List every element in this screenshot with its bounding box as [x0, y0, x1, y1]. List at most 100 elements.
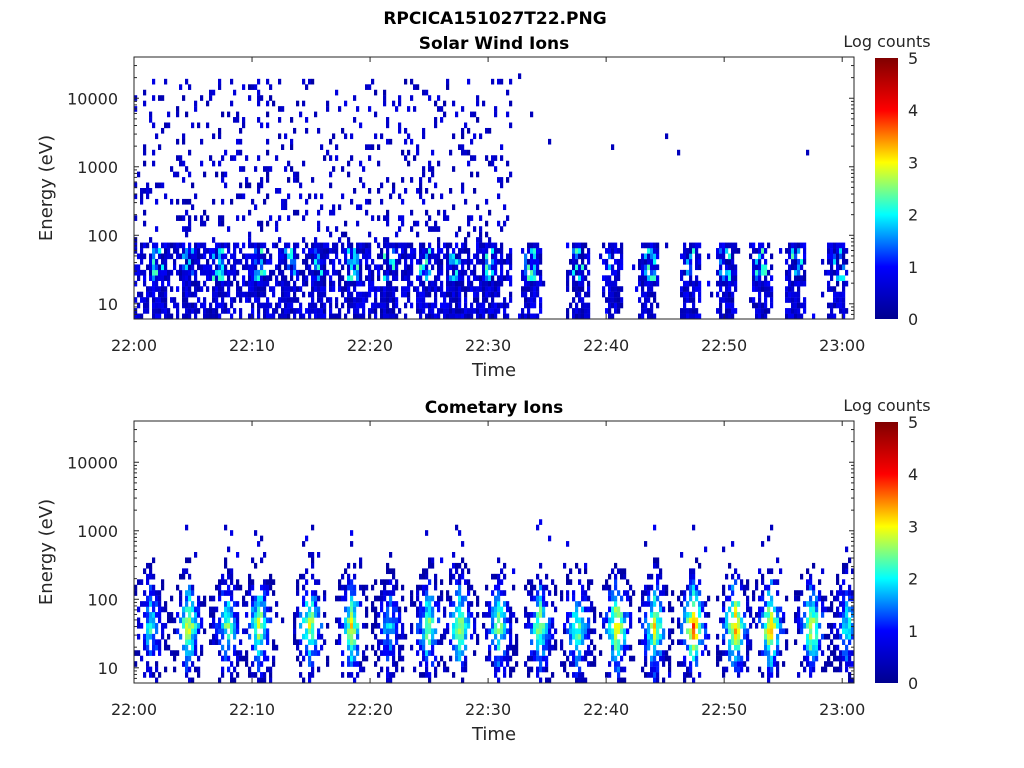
spectrogram-cell [353, 655, 357, 662]
spectrogram-cell [506, 111, 510, 118]
spectrogram-cell [734, 579, 738, 585]
spectrogram-cell [794, 248, 798, 254]
spectrogram-cell [767, 535, 771, 542]
spectrogram-cell [683, 661, 687, 667]
spectrogram-cell [254, 633, 258, 640]
spectrogram-cell [251, 617, 255, 624]
spectrogram-cell [686, 644, 690, 651]
spectrogram-cell [185, 639, 189, 645]
spectrogram-cell [416, 220, 420, 227]
spectrogram-cell [464, 302, 468, 309]
spectrogram-cell [605, 308, 609, 314]
spectrogram-cell [725, 622, 729, 629]
spectrogram-cell [575, 286, 579, 292]
spectrogram-cell [536, 590, 540, 596]
spectrogram-cell [788, 280, 792, 287]
spectrogram-cell [149, 269, 153, 276]
spectrogram-cell [317, 269, 321, 276]
spectrogram-cell [689, 248, 693, 254]
spectrogram-cell [428, 177, 432, 183]
spectrogram-cell [845, 590, 849, 596]
spectrogram-cell [503, 617, 507, 624]
spectrogram-cell [287, 280, 291, 287]
spectrogram-cell [614, 633, 618, 640]
spectrogram-cell [329, 286, 333, 292]
spectrogram-cell [233, 253, 237, 260]
spectrogram-cell [749, 644, 753, 651]
spectrogram-cell [218, 650, 222, 656]
spectrogram-cell [425, 672, 429, 678]
spectrogram-cell [647, 628, 651, 635]
spectrogram-cell [539, 622, 543, 629]
spectrogram-cell [572, 297, 576, 303]
spectrogram-cell [323, 275, 327, 281]
spectrogram-cell [419, 275, 423, 281]
spectrogram-cell [257, 639, 261, 645]
spectrogram-cell [191, 677, 195, 684]
spectrogram-cell [149, 188, 153, 194]
spectrogram-cell [236, 655, 240, 662]
spectrogram-cell [467, 308, 471, 314]
spectrogram-cell [377, 275, 381, 281]
spectrogram-cell [767, 666, 771, 673]
spectrogram-cell [692, 584, 696, 591]
spectrogram-cell [464, 269, 468, 276]
spectrogram-cell [746, 601, 750, 607]
spectrogram-cell [314, 595, 318, 602]
spectrogram-cell [212, 160, 216, 167]
spectrogram-cell [257, 280, 261, 287]
spectrogram-cell [194, 280, 198, 287]
spectrogram-cell [575, 677, 579, 684]
spectrogram-cell [794, 264, 798, 271]
spectrogram-cell [728, 264, 732, 271]
spectrogram-cell [362, 166, 366, 172]
spectrogram-cell [329, 209, 333, 216]
spectrogram-cell [359, 280, 363, 287]
spectrogram-cell [647, 258, 651, 265]
spectrogram-cell [257, 308, 261, 314]
spectrogram-cell [248, 666, 252, 673]
spectrogram-cell [212, 275, 216, 281]
spectrogram-cell [188, 248, 192, 254]
spectrogram-cell [218, 242, 222, 249]
spectrogram-cell [314, 302, 318, 309]
spectrogram-cell [371, 280, 375, 287]
spectrogram-cell [308, 628, 312, 635]
spectrogram-cell [836, 590, 840, 596]
spectrogram-cell [146, 573, 150, 580]
spectrogram-cell [161, 127, 165, 134]
spectrogram-cell [449, 595, 453, 602]
spectrogram-cell [203, 209, 207, 216]
spectrogram-cell [356, 650, 360, 656]
spectrogram-cell [263, 655, 267, 662]
spectrogram-cell [479, 242, 483, 249]
spectrogram-cell [458, 530, 462, 536]
spectrogram-cell [185, 269, 189, 276]
spectrogram-cell [695, 308, 699, 314]
spectrogram-cell [452, 258, 456, 265]
spectrogram-cell [776, 557, 780, 564]
spectrogram-cell [368, 291, 372, 298]
spectrogram-cell [263, 269, 267, 276]
spectrogram-cell [707, 595, 711, 602]
spectrogram-cell [497, 639, 501, 645]
spectrogram-cell [809, 622, 813, 629]
spectrogram-cell [734, 639, 738, 645]
spectrogram-cell [356, 633, 360, 640]
spectrogram-cell [815, 595, 819, 602]
spectrogram-cell [470, 601, 474, 607]
spectrogram-cell [461, 308, 465, 314]
spectrogram-cell [233, 155, 237, 161]
spectrogram-cell [698, 286, 702, 292]
spectrogram-cell [398, 606, 402, 613]
spectrogram-cell [242, 117, 246, 123]
spectrogram-cell [599, 650, 603, 656]
spectrogram-cell [677, 595, 681, 602]
spectrogram-cell [278, 237, 282, 243]
spectrogram-cell [785, 275, 789, 281]
spectrogram-cell [290, 308, 294, 314]
spectrogram-cell [581, 584, 585, 591]
spectrogram-cell [242, 122, 246, 129]
spectrogram-cell [623, 650, 627, 656]
spectrogram-cell [266, 171, 270, 178]
